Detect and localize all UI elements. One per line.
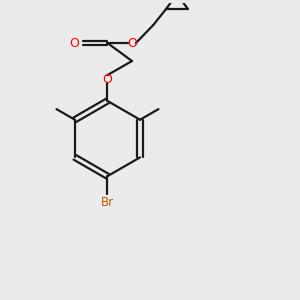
Text: Br: Br [101, 196, 114, 209]
Text: O: O [103, 73, 112, 85]
Text: O: O [69, 37, 79, 50]
Text: O: O [127, 37, 137, 50]
